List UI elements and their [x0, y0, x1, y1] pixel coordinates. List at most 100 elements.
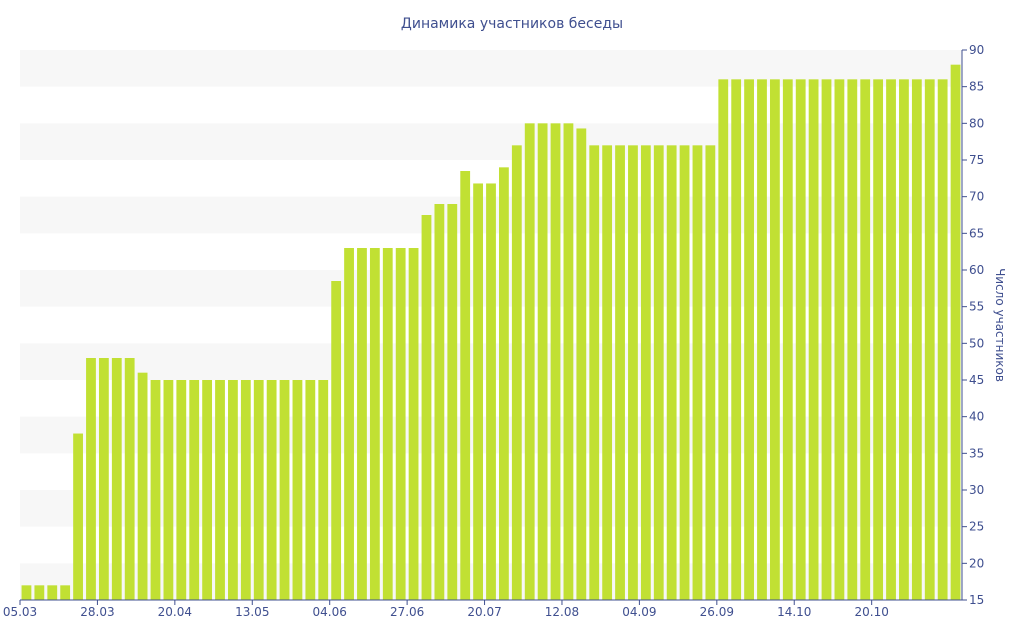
bar — [189, 380, 200, 600]
bar — [834, 79, 845, 601]
bar — [421, 215, 432, 600]
bar — [499, 167, 509, 601]
bar — [782, 79, 793, 601]
bar — [899, 79, 909, 601]
bar — [679, 145, 690, 601]
bar — [395, 248, 406, 600]
bar — [21, 585, 32, 600]
bar — [447, 204, 458, 600]
bar — [150, 380, 161, 600]
bar — [382, 248, 393, 600]
y-axis-ticks: 15 20 25 30 35 40 45 50 55 60 65 70 75 80 85 90 — [962, 43, 984, 607]
bar — [873, 79, 884, 601]
bar — [576, 128, 587, 600]
y-tick-label: 65 — [969, 226, 984, 240]
bar — [653, 145, 664, 601]
y-tick-label: 55 — [969, 300, 984, 314]
x-tick-label: 14.10 — [777, 605, 811, 619]
bar — [137, 372, 148, 600]
bar — [744, 79, 754, 601]
y-tick-label: 70 — [969, 190, 984, 204]
bar — [718, 79, 729, 601]
x-tick-label: 20.10 — [854, 605, 888, 619]
bar — [550, 123, 561, 600]
bar — [628, 145, 638, 601]
y-tick-label: 25 — [969, 520, 984, 534]
bar — [111, 358, 122, 600]
bar — [937, 79, 948, 601]
bar — [692, 145, 703, 601]
bar — [60, 585, 71, 600]
bar — [344, 248, 354, 600]
bar — [602, 145, 613, 601]
grid-band — [20, 123, 962, 160]
bar — [47, 585, 58, 600]
y-tick-label: 90 — [969, 43, 984, 57]
bar — [253, 380, 264, 600]
bar — [589, 145, 600, 601]
x-tick-label: 26.09 — [700, 605, 734, 619]
x-tick-label: 04.06 — [313, 605, 347, 619]
bar — [524, 123, 535, 600]
y-tick-label: 50 — [969, 336, 984, 350]
x-tick-label: 20.07 — [467, 605, 501, 619]
bar — [640, 145, 651, 601]
bar — [769, 79, 780, 601]
bar — [511, 145, 522, 601]
bar — [408, 248, 419, 600]
bar — [950, 64, 961, 600]
x-tick-label: 05.03 — [3, 605, 37, 619]
bar — [305, 380, 316, 600]
bar — [176, 380, 187, 600]
bar — [795, 79, 806, 601]
bar — [924, 79, 935, 601]
bar — [705, 145, 716, 601]
bar — [731, 79, 742, 601]
bar — [215, 380, 225, 600]
bar — [357, 248, 367, 600]
bar — [73, 433, 83, 600]
bar — [847, 79, 858, 601]
bar — [434, 204, 445, 600]
y-tick-label: 45 — [969, 373, 984, 387]
y-tick-label: 15 — [969, 593, 984, 607]
y-tick-label: 75 — [969, 153, 984, 167]
bar — [460, 171, 471, 600]
x-tick-label: 04.09 — [622, 605, 656, 619]
bar — [124, 358, 135, 600]
bar — [34, 585, 45, 600]
chart-title: Динамика участников беседы — [401, 16, 623, 32]
y-tick-label: 20 — [969, 556, 984, 570]
bar — [911, 79, 922, 601]
bar — [240, 380, 251, 600]
bars — [21, 64, 961, 601]
bar — [369, 248, 380, 600]
bar — [98, 358, 109, 600]
bar — [563, 123, 574, 600]
bar — [486, 183, 496, 600]
y-tick-label: 40 — [969, 410, 984, 424]
bar — [202, 380, 213, 600]
bar — [808, 79, 819, 601]
bar — [279, 380, 290, 600]
bar — [821, 79, 832, 601]
bar — [318, 380, 329, 600]
x-tick-label: 27.06 — [390, 605, 424, 619]
bar — [473, 183, 483, 600]
x-tick-label: 12.08 — [545, 605, 579, 619]
y-tick-label: 60 — [969, 263, 984, 277]
bar — [886, 79, 896, 601]
y-tick-label: 85 — [969, 80, 984, 94]
grid-band — [20, 50, 962, 87]
x-tick-label: 28.03 — [80, 605, 114, 619]
x-axis-ticks: 05.03 28.03 20.04 13.05 04.06 27.06 20.07 12.08… — [3, 600, 889, 619]
bar — [757, 79, 767, 601]
x-tick-label: 13.05 — [235, 605, 269, 619]
bar — [266, 380, 277, 600]
bar — [292, 380, 303, 600]
y-tick-label: 35 — [969, 446, 984, 460]
bar — [86, 358, 96, 600]
bar — [860, 79, 871, 601]
bar — [615, 145, 625, 601]
